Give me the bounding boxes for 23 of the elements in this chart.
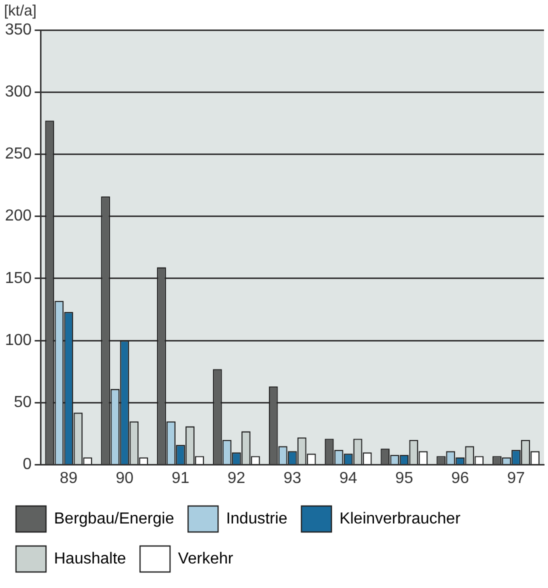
legend-label: Haushalte xyxy=(54,550,126,568)
legend-label: Kleinverbraucher xyxy=(339,510,462,528)
y-tick-label: 50 xyxy=(14,394,32,412)
x-tick-label: 93 xyxy=(283,470,302,487)
legend-label: Verkehr xyxy=(178,550,234,568)
y-tick-label: 300 xyxy=(4,84,32,101)
y-tick-label: 350 xyxy=(4,21,32,38)
y-tick-label: 0 xyxy=(22,456,32,474)
legend-label: Bergbau/Energie xyxy=(54,510,174,528)
y-axis-title: [kt/a] xyxy=(4,2,37,20)
x-tick-label: 89 xyxy=(60,470,78,487)
x-tick-label: 96 xyxy=(451,470,470,487)
y-tick-label: 200 xyxy=(4,208,32,225)
x-tick-label: 94 xyxy=(339,470,358,487)
x-tick-label: 97 xyxy=(507,470,526,487)
legend-label: Industrie xyxy=(226,510,288,528)
y-tick-label: 250 xyxy=(4,146,32,163)
x-tick-label: 95 xyxy=(395,470,414,487)
x-tick-label: 91 xyxy=(172,470,190,487)
y-tick-label: 100 xyxy=(4,332,32,349)
x-tick-label: 90 xyxy=(116,470,134,487)
x-tick-label: 92 xyxy=(228,470,246,487)
y-tick-label: 150 xyxy=(4,270,32,287)
